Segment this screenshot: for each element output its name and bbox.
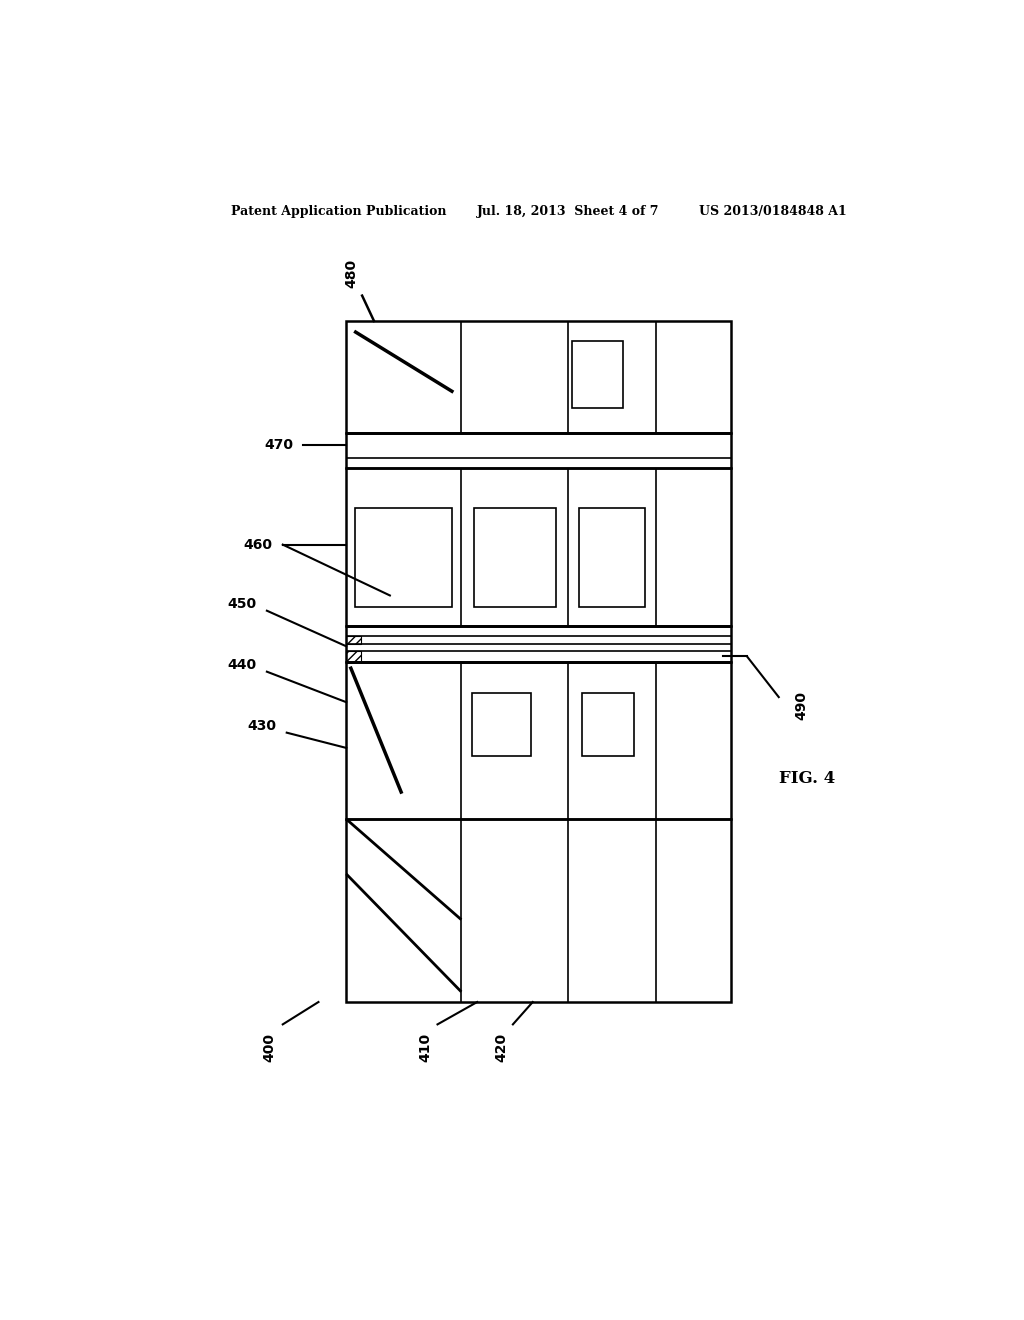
Bar [355, 508, 453, 607]
Text: FIG. 4: FIG. 4 [778, 770, 835, 787]
Text: 420: 420 [494, 1032, 508, 1061]
Bar [346, 661, 731, 818]
Bar [346, 469, 731, 626]
Bar [346, 433, 731, 469]
Bar [582, 693, 634, 756]
Text: 450: 450 [227, 597, 257, 611]
Bar [474, 508, 556, 607]
Text: 490: 490 [795, 690, 809, 719]
Text: Jul. 18, 2013  Sheet 4 of 7: Jul. 18, 2013 Sheet 4 of 7 [477, 205, 659, 218]
Text: 480: 480 [345, 259, 358, 289]
Bar [346, 651, 360, 661]
Text: US 2013/0184848 A1: US 2013/0184848 A1 [699, 205, 847, 218]
Bar [346, 321, 731, 433]
Bar [346, 636, 360, 644]
Bar [579, 508, 645, 607]
Text: 400: 400 [262, 1032, 276, 1061]
Text: 410: 410 [419, 1032, 432, 1061]
Bar [346, 818, 731, 1002]
Text: 440: 440 [227, 657, 257, 672]
Bar [572, 341, 623, 408]
Text: 430: 430 [248, 718, 276, 733]
Bar [346, 626, 731, 661]
Text: 460: 460 [244, 537, 272, 552]
Bar [472, 693, 531, 756]
Text: 470: 470 [264, 438, 293, 451]
Text: Patent Application Publication: Patent Application Publication [231, 205, 446, 218]
